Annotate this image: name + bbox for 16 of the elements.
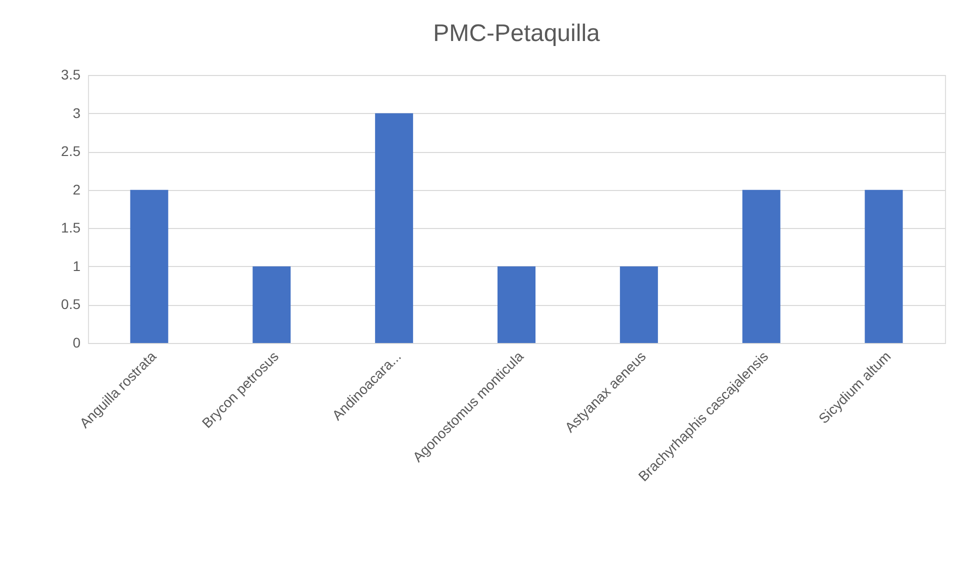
bar [252, 266, 291, 343]
bar [864, 190, 903, 343]
y-tick-label: 1.5 [61, 220, 81, 236]
bar [620, 266, 658, 343]
y-tick-label: 0.5 [61, 296, 81, 312]
y-tick-label: 2.5 [61, 143, 81, 160]
y-tick-label: 0 [72, 334, 81, 350]
bar [742, 190, 780, 343]
y-tick-label: 3.5 [61, 66, 81, 82]
bar [375, 113, 414, 343]
y-tick-label: 3 [72, 104, 81, 121]
y-tick-label: 1 [72, 258, 81, 274]
y-tick-label: 2 [72, 181, 81, 198]
chart-title: PMC-Petaquilla [433, 20, 601, 47]
bar [130, 190, 168, 343]
bar [498, 266, 536, 343]
